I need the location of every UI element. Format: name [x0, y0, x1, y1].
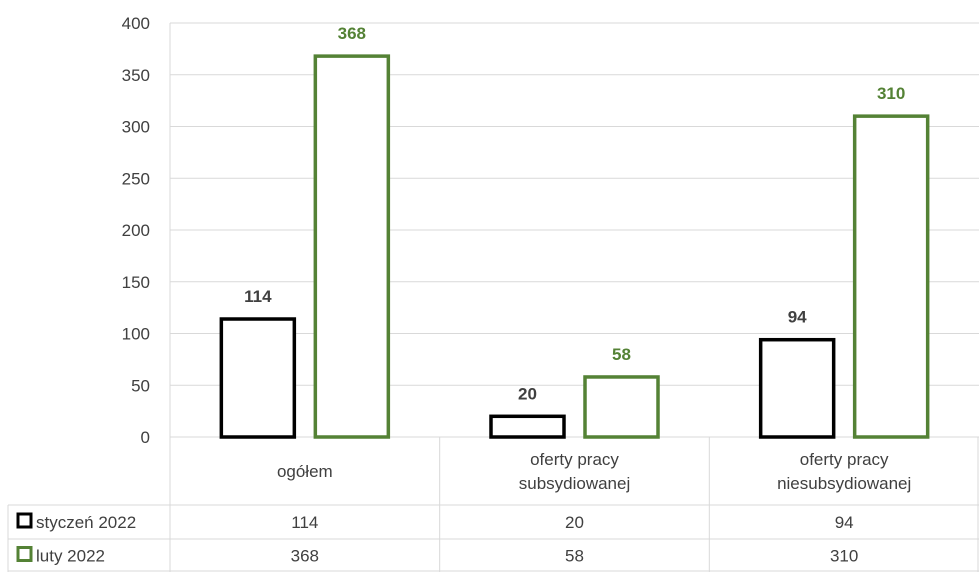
y-tick-label-400: 400: [122, 14, 150, 33]
table-cell-styczen-1: 20: [565, 513, 584, 532]
category-label-1-line-0: oferty pracy: [530, 450, 619, 469]
table-cell-luty-2: 310: [830, 547, 858, 566]
bar-luty-0: [315, 56, 388, 437]
bars: [221, 56, 927, 437]
bar-styczen-2: [761, 340, 834, 437]
data-label-styczen-2: 94: [788, 308, 807, 327]
y-tick-label-250: 250: [122, 169, 150, 188]
bar-luty-2: [855, 116, 928, 437]
bar-styczen-1: [491, 416, 564, 437]
bar-styczen-0: [221, 319, 294, 437]
legend-key-luty: [18, 548, 31, 561]
table-cell-styczen-0: 114: [291, 513, 318, 532]
y-tick-label-100: 100: [122, 325, 150, 344]
data-label-styczen-0: 114: [244, 287, 272, 306]
data-label-luty-0: 368: [338, 24, 366, 43]
category-label-2-line-1: niesubsydiowanej: [777, 474, 911, 493]
category-label-1-line-1: subsydiowanej: [519, 474, 631, 493]
series-name-luty: luty 2022: [36, 547, 105, 566]
table-cell-luty-1: 58: [565, 547, 584, 566]
y-tick-label-200: 200: [122, 221, 150, 240]
y-tick-label-150: 150: [122, 273, 150, 292]
data-table: ogółem oferty pracy subsydiowanej oferty pr…: [8, 437, 979, 572]
data-label-styczen-1: 20: [518, 384, 537, 403]
category-label-0-line-0: ogółem: [277, 462, 333, 481]
series-name-styczen: styczeń 2022: [36, 513, 136, 532]
y-tick-label-0: 0: [141, 428, 150, 447]
bar-luty-1: [585, 377, 658, 437]
table-cell-styczen-2: 94: [835, 513, 854, 532]
data-label-luty-1: 58: [612, 345, 631, 364]
y-tick-label-50: 50: [131, 376, 150, 395]
legend-key-styczen: [18, 514, 31, 527]
y-tick-label-350: 350: [122, 66, 150, 85]
data-label-luty-2: 310: [877, 84, 905, 103]
category-label-2-line-0: oferty pracy: [800, 450, 889, 469]
y-tick-label-300: 300: [122, 118, 150, 137]
y-axis-tick-labels: 0 50 100 150 200 250 300 350 400: [122, 14, 150, 447]
table-cell-luty-0: 368: [291, 547, 319, 566]
